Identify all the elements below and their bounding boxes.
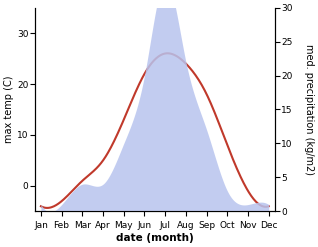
Y-axis label: max temp (C): max temp (C)	[4, 76, 14, 143]
X-axis label: date (month): date (month)	[116, 233, 194, 243]
Y-axis label: med. precipitation (kg/m2): med. precipitation (kg/m2)	[304, 44, 314, 175]
